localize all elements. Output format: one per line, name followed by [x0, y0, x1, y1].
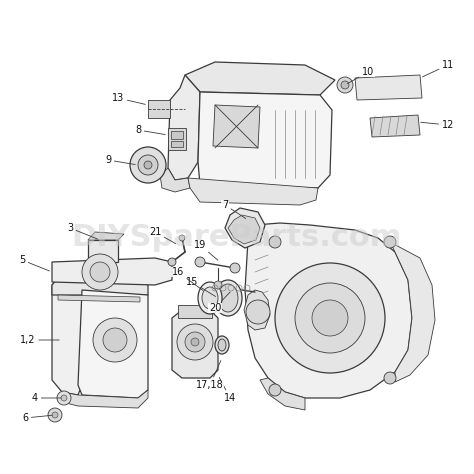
Polygon shape: [260, 378, 305, 410]
Polygon shape: [88, 240, 118, 262]
Polygon shape: [244, 290, 270, 330]
Polygon shape: [245, 223, 412, 398]
Polygon shape: [178, 305, 212, 318]
Polygon shape: [228, 215, 260, 244]
Text: 6: 6: [22, 413, 52, 423]
Text: 14: 14: [219, 377, 236, 403]
Circle shape: [168, 258, 176, 266]
Bar: [168, 128, 186, 150]
Polygon shape: [52, 276, 148, 295]
Text: 8: 8: [135, 125, 165, 135]
Circle shape: [384, 372, 396, 384]
Circle shape: [384, 236, 396, 248]
Circle shape: [269, 384, 281, 396]
Text: 21: 21: [149, 227, 175, 244]
Circle shape: [312, 300, 348, 336]
Ellipse shape: [218, 284, 238, 312]
Bar: [148, 100, 170, 118]
Circle shape: [61, 395, 67, 401]
Polygon shape: [355, 75, 422, 100]
Polygon shape: [52, 276, 82, 395]
Circle shape: [191, 338, 199, 346]
Text: 10: 10: [347, 67, 374, 83]
Text: 3: 3: [67, 223, 98, 239]
Polygon shape: [188, 178, 318, 205]
Circle shape: [144, 161, 152, 169]
Circle shape: [48, 408, 62, 422]
Polygon shape: [78, 290, 148, 398]
Polygon shape: [88, 232, 124, 240]
Text: 1,2: 1,2: [20, 335, 59, 345]
Circle shape: [185, 332, 205, 352]
Polygon shape: [198, 92, 332, 188]
Text: 4: 4: [32, 393, 61, 403]
Text: 16: 16: [172, 267, 203, 291]
Text: 20: 20: [209, 292, 230, 313]
Polygon shape: [390, 242, 435, 382]
Circle shape: [130, 147, 166, 183]
Text: 19: 19: [194, 240, 218, 260]
Ellipse shape: [202, 287, 218, 309]
Text: 17,18: 17,18: [196, 361, 224, 390]
Circle shape: [337, 77, 353, 93]
Circle shape: [93, 318, 137, 362]
Circle shape: [230, 263, 240, 273]
Polygon shape: [185, 62, 335, 95]
Polygon shape: [52, 258, 172, 285]
Polygon shape: [213, 105, 260, 148]
Ellipse shape: [198, 282, 222, 314]
Text: 12: 12: [421, 120, 454, 130]
Text: 7: 7: [222, 200, 246, 219]
Circle shape: [214, 281, 222, 289]
Ellipse shape: [215, 336, 229, 354]
Circle shape: [82, 254, 118, 290]
Text: 11: 11: [422, 60, 454, 77]
Text: DIYSpareParts.com: DIYSpareParts.com: [72, 222, 402, 252]
Circle shape: [195, 257, 205, 267]
Text: 9: 9: [105, 155, 135, 165]
Text: 5: 5: [19, 255, 49, 271]
Ellipse shape: [218, 339, 226, 351]
Polygon shape: [225, 208, 265, 248]
Circle shape: [90, 262, 110, 282]
Ellipse shape: [214, 280, 242, 316]
Circle shape: [179, 235, 185, 241]
Polygon shape: [160, 168, 190, 192]
Text: 15: 15: [186, 277, 216, 297]
Polygon shape: [58, 295, 140, 302]
Circle shape: [341, 81, 349, 89]
Circle shape: [177, 324, 213, 360]
Circle shape: [246, 300, 270, 324]
Polygon shape: [168, 75, 200, 180]
Circle shape: [52, 412, 58, 418]
Polygon shape: [62, 390, 148, 408]
Bar: [171, 131, 183, 139]
Circle shape: [57, 391, 71, 405]
Circle shape: [275, 263, 385, 373]
Circle shape: [138, 155, 158, 175]
Polygon shape: [172, 310, 218, 378]
Circle shape: [295, 283, 365, 353]
Text: 13: 13: [112, 93, 146, 104]
Circle shape: [269, 236, 281, 248]
Circle shape: [103, 328, 127, 352]
Bar: [171, 141, 183, 147]
Polygon shape: [370, 115, 420, 137]
